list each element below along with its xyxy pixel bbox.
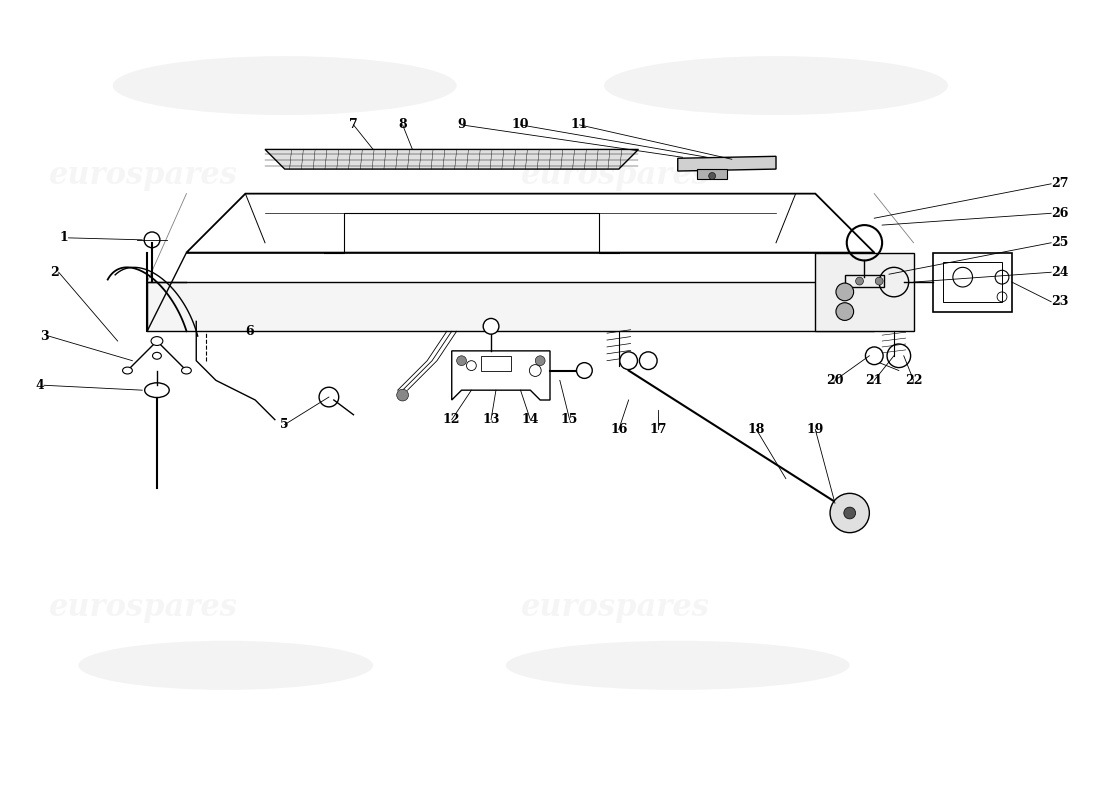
Circle shape (619, 352, 638, 370)
Circle shape (456, 356, 466, 366)
Bar (697, 169, 727, 179)
Text: 13: 13 (483, 413, 499, 426)
Text: 24: 24 (1052, 266, 1068, 278)
Circle shape (836, 283, 854, 301)
Text: 4: 4 (35, 378, 44, 392)
Circle shape (844, 507, 856, 519)
Circle shape (536, 356, 546, 366)
Polygon shape (265, 150, 638, 169)
Text: 16: 16 (610, 423, 627, 436)
Text: eurospares: eurospares (48, 592, 238, 623)
Text: 20: 20 (826, 374, 844, 387)
Text: 25: 25 (1052, 236, 1068, 250)
Circle shape (639, 352, 657, 370)
Bar (845, 275, 884, 287)
Text: eurospares: eurospares (520, 160, 710, 191)
Text: 21: 21 (866, 374, 883, 387)
Circle shape (397, 389, 408, 401)
Polygon shape (815, 253, 914, 331)
Circle shape (836, 302, 854, 321)
Circle shape (830, 494, 869, 533)
Text: 19: 19 (806, 423, 824, 436)
Ellipse shape (112, 56, 456, 115)
Bar (481, 356, 510, 370)
Polygon shape (678, 156, 776, 171)
Text: 8: 8 (398, 118, 407, 131)
Text: 7: 7 (349, 118, 358, 131)
Circle shape (856, 277, 864, 285)
Text: 17: 17 (649, 423, 667, 436)
Circle shape (876, 277, 883, 285)
Text: 6: 6 (245, 325, 254, 338)
Ellipse shape (182, 367, 191, 374)
Circle shape (866, 347, 883, 365)
Text: 27: 27 (1052, 178, 1068, 190)
Polygon shape (147, 282, 874, 331)
Text: 3: 3 (41, 330, 48, 342)
Text: 10: 10 (512, 118, 529, 131)
Text: 15: 15 (561, 413, 579, 426)
Text: 1: 1 (59, 231, 68, 244)
Circle shape (483, 318, 499, 334)
Text: 9: 9 (458, 118, 466, 131)
Text: 26: 26 (1052, 206, 1068, 220)
Text: eurospares: eurospares (48, 160, 238, 191)
Ellipse shape (153, 352, 162, 359)
Text: 22: 22 (905, 374, 922, 387)
Bar (943, 262, 1002, 302)
Text: 12: 12 (443, 413, 461, 426)
Ellipse shape (506, 641, 849, 690)
Ellipse shape (122, 367, 132, 374)
Ellipse shape (78, 641, 373, 690)
Ellipse shape (604, 56, 948, 115)
Text: 11: 11 (571, 118, 588, 131)
Text: 5: 5 (280, 418, 289, 431)
Text: 23: 23 (1052, 295, 1068, 308)
Circle shape (708, 173, 716, 179)
Circle shape (576, 362, 592, 378)
Text: 18: 18 (748, 423, 764, 436)
Text: eurospares: eurospares (520, 592, 710, 623)
Text: 14: 14 (521, 413, 539, 426)
Text: 2: 2 (50, 266, 58, 278)
Ellipse shape (151, 337, 163, 346)
